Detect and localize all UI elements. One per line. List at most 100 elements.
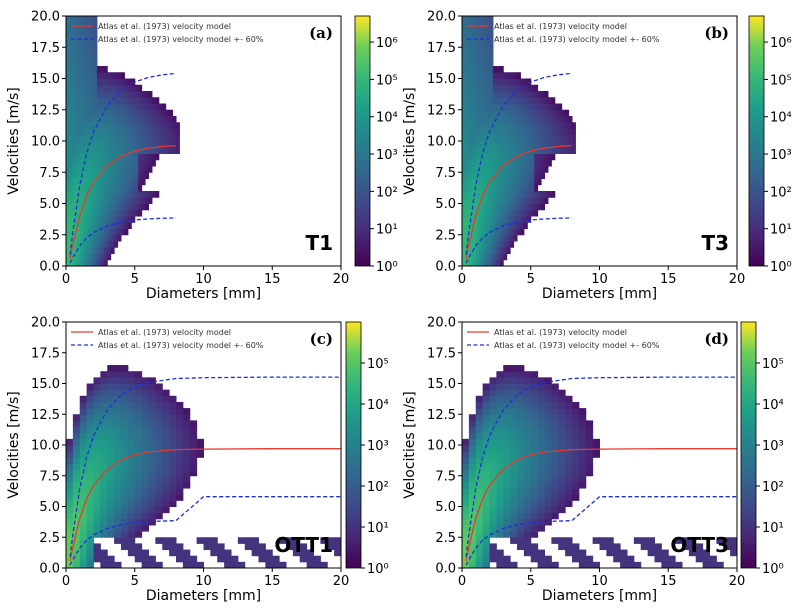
heatmap-cell [121,191,125,198]
heatmap-cell [482,78,487,86]
heatmap-cell [86,414,94,421]
heatmap-cell [79,555,88,563]
heatmap-cell [90,53,94,61]
heatmap-cell [100,178,105,186]
heatmap-cell [100,122,105,129]
heatmap-cell [155,395,163,403]
heatmap-cell [503,469,511,477]
heatmap-cell [468,172,473,179]
heatmap-cell [468,116,473,123]
heatmap-cell [523,128,528,136]
y-tick-label: 12.5 [427,103,456,118]
heatmap-cell [110,147,115,154]
heatmap-cell [486,59,490,67]
heatmap-cell [558,463,566,471]
heatmap-cell [72,141,77,148]
heatmap-cell [79,420,88,428]
heatmap-cell [69,178,74,186]
heatmap-cell [544,377,552,384]
heatmap-cell [489,84,494,92]
heatmap-cell [496,103,501,111]
heatmap-cell [561,134,566,142]
heatmap-cell [100,481,108,489]
heatmap-cell [103,184,108,192]
heatmap-cell [100,451,108,458]
heatmap-cell [169,395,177,403]
heatmap-cell [489,555,497,563]
heatmap-cell [127,414,136,421]
heatmap-cell [462,184,466,192]
heatmap-cell [592,445,600,452]
x-axis-label: Diameters [mm] [146,286,261,302]
heatmap-cell [121,500,129,507]
heatmap-cell [472,72,477,79]
heatmap-cell [541,91,545,98]
heatmap-cell [100,153,105,161]
heatmap-cell [79,72,84,79]
heatmap-cell [544,506,552,514]
heatmap-cell [93,53,98,61]
heatmap-cell [472,66,477,73]
heatmap-cell [475,451,484,458]
heatmap-cell [155,389,163,397]
heatmap-cell [162,147,167,154]
heatmap-cell [492,191,497,198]
heatmap-cell [503,166,508,173]
heatmap-cell [100,371,108,378]
heatmap-cell [96,184,101,192]
heatmap-cell [86,53,91,61]
heatmap-cell [510,234,515,242]
heatmap-cell [465,84,470,92]
heatmap-cell [107,371,115,378]
heatmap-cell [182,457,191,464]
heatmap-cell [107,420,115,428]
heatmap-cell [613,543,621,551]
heatmap-cell [169,134,174,142]
heatmap-cell [537,141,542,148]
heatmap-cell [472,253,477,261]
heatmap-cell [244,537,253,544]
heatmap-cell [131,216,136,223]
heatmap-cell [496,395,504,403]
heatmap-cell [462,253,466,261]
heatmap-cell [155,116,160,123]
heatmap-cell [537,432,545,440]
heatmap-cell [169,401,177,409]
heatmap-cell [510,432,518,440]
heatmap-cell [79,247,84,254]
heatmap-cell [496,209,501,217]
heatmap-cell [107,451,115,458]
heatmap-cell [499,178,504,186]
heatmap-cell [189,445,198,452]
heatmap-cell [513,116,518,123]
heatmap-cell [117,134,122,142]
heatmap-cell [141,203,146,211]
heatmap-cell [578,414,587,421]
heatmap-cell [492,78,497,86]
heatmap-cell [506,178,511,186]
heatmap-cell [544,420,552,428]
heatmap-cell [462,488,470,495]
heatmap-cell [496,91,501,98]
heatmap-cell [510,365,518,372]
heatmap-cell [489,197,494,204]
heatmap-cell [96,103,101,111]
heatmap-cell [544,518,552,526]
heatmap-cell [141,414,149,421]
heatmap-cell [506,97,511,104]
heatmap-cell [520,166,525,173]
heatmap-cell [468,222,473,229]
heatmap-cell [134,401,143,409]
heatmap-cell [510,184,515,192]
heatmap-cell [475,53,480,61]
heatmap-cell [169,500,177,507]
heatmap-cell [468,109,473,117]
heatmap-cell [572,543,580,551]
heatmap-cell [534,134,539,142]
heatmap-cell [517,414,525,421]
heatmap-cell [83,209,88,217]
heatmap-cell [534,141,539,148]
heatmap-cell [127,451,136,458]
heatmap-cell [506,216,511,223]
